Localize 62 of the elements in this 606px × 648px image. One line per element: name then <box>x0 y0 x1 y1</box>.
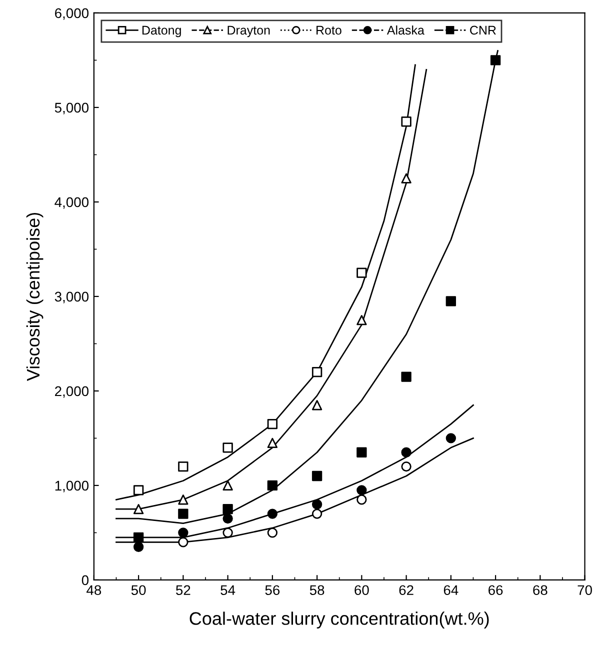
point <box>312 508 322 519</box>
x-tick-label: 54 <box>220 585 236 596</box>
point <box>401 372 412 382</box>
point <box>356 447 367 458</box>
point <box>178 494 188 505</box>
point <box>133 485 144 496</box>
point <box>133 532 144 543</box>
x-tick-label: 60 <box>354 585 369 596</box>
point <box>312 400 322 410</box>
y-tick-label: 2,000 <box>55 386 89 398</box>
point <box>222 513 233 524</box>
point <box>222 480 233 491</box>
legend-label: CNR <box>470 26 496 35</box>
point <box>222 442 233 453</box>
x-tick-label: 52 <box>176 585 190 596</box>
point <box>446 433 456 444</box>
x-tick-label: 62 <box>399 585 414 596</box>
point <box>401 173 412 184</box>
point <box>401 116 412 127</box>
point <box>222 504 233 514</box>
point <box>312 499 322 510</box>
y-tick-label: 5,000 <box>54 102 89 114</box>
point <box>267 480 278 491</box>
point <box>312 366 322 378</box>
point <box>401 447 412 458</box>
point <box>267 508 278 519</box>
point <box>401 461 412 472</box>
point <box>133 504 144 514</box>
point <box>178 508 188 519</box>
x-tick-label: 68 <box>533 585 548 596</box>
y-tick-label: 1,000 <box>55 480 89 492</box>
y-tick-label: 0 <box>82 575 89 586</box>
x-tick-label: 70 <box>578 585 592 596</box>
x-tick-label: 48 <box>86 585 102 596</box>
point <box>178 537 188 548</box>
point <box>356 268 367 278</box>
y-tick-label: 3,000 <box>54 292 89 304</box>
point <box>267 438 278 448</box>
legend-label: Datong <box>142 26 181 38</box>
y-tick-label: 4,000 <box>54 197 89 209</box>
x-tick-label: 64 <box>444 585 458 596</box>
point <box>356 494 367 505</box>
x-axis-title: Coal-water slurry concentration(wt.%) <box>190 612 489 628</box>
point <box>267 528 278 538</box>
point <box>312 470 322 482</box>
point <box>178 461 188 472</box>
point <box>356 485 367 496</box>
x-tick-label: 50 <box>131 585 146 596</box>
point <box>490 55 501 66</box>
point <box>356 315 367 326</box>
y-tick-label: 6,000 <box>55 8 89 20</box>
point <box>267 418 278 430</box>
legend-label: Roto <box>316 26 342 35</box>
legend-label: Drayton <box>228 26 270 38</box>
x-tick-label: 56 <box>265 585 280 596</box>
point <box>178 528 188 538</box>
legend-label: Alaska <box>386 25 424 35</box>
x-tick-label: 66 <box>488 585 503 596</box>
point <box>133 542 144 552</box>
y-axis-title: Viscosity (centipoise) <box>26 212 44 382</box>
x-tick-label: 58 <box>310 585 324 596</box>
point <box>446 296 456 306</box>
